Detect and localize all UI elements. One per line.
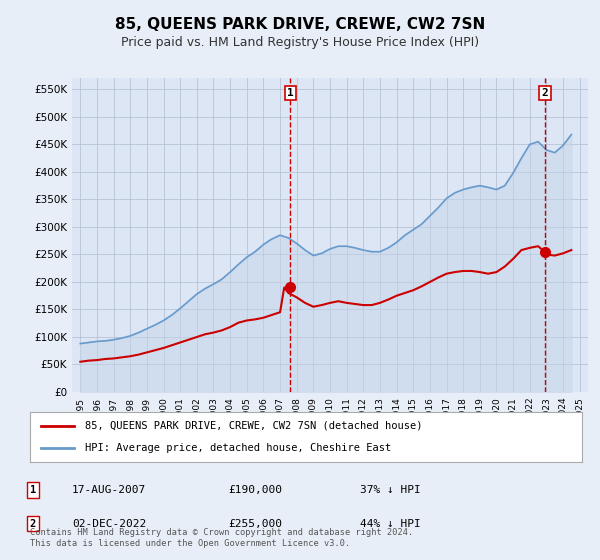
Text: 85, QUEENS PARK DRIVE, CREWE, CW2 7SN (detached house): 85, QUEENS PARK DRIVE, CREWE, CW2 7SN (d… [85, 421, 422, 431]
Text: 85, QUEENS PARK DRIVE, CREWE, CW2 7SN: 85, QUEENS PARK DRIVE, CREWE, CW2 7SN [115, 17, 485, 32]
Text: £190,000: £190,000 [228, 485, 282, 495]
Text: 37% ↓ HPI: 37% ↓ HPI [360, 485, 421, 495]
Text: Contains HM Land Registry data © Crown copyright and database right 2024.
This d: Contains HM Land Registry data © Crown c… [30, 528, 413, 548]
Text: £255,000: £255,000 [228, 519, 282, 529]
Text: 02-DEC-2022: 02-DEC-2022 [72, 519, 146, 529]
Text: 1: 1 [287, 88, 294, 98]
Text: 44% ↓ HPI: 44% ↓ HPI [360, 519, 421, 529]
Text: 2: 2 [542, 88, 548, 98]
Text: 2: 2 [30, 519, 36, 529]
Text: Price paid vs. HM Land Registry's House Price Index (HPI): Price paid vs. HM Land Registry's House … [121, 36, 479, 49]
Text: 17-AUG-2007: 17-AUG-2007 [72, 485, 146, 495]
Text: 1: 1 [30, 485, 36, 495]
Text: HPI: Average price, detached house, Cheshire East: HPI: Average price, detached house, Ches… [85, 443, 391, 453]
